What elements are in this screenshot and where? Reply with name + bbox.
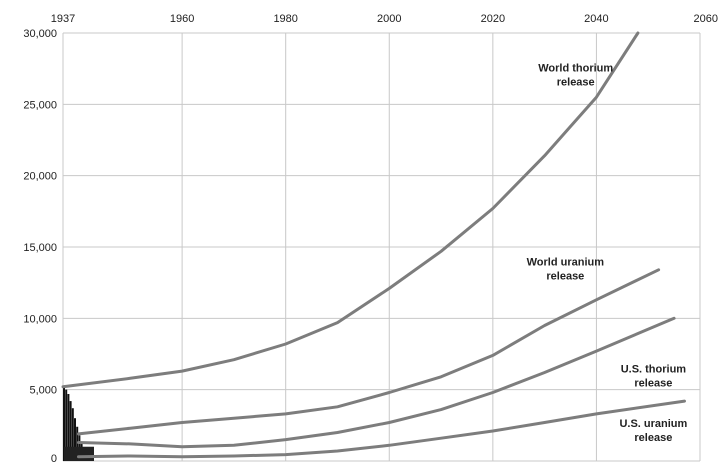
- series-label: release: [634, 432, 672, 444]
- series-lines: [61, 31, 686, 459]
- y-tick-label: 20,000: [23, 171, 57, 183]
- series-line-3: [77, 399, 686, 459]
- series-label: release: [634, 378, 672, 390]
- x-tick-label: 2020: [481, 13, 505, 25]
- early-release-spike: [63, 386, 94, 461]
- x-tick-label: 1980: [273, 13, 297, 25]
- series-line-2: [77, 316, 676, 449]
- series-annotations: World thorium release World uranium release…: [527, 63, 688, 444]
- series-label: U.S. uranium: [619, 418, 687, 430]
- x-tick-label: 1960: [170, 13, 194, 25]
- series-label: World uranium: [527, 257, 605, 269]
- spike-base: [64, 446, 94, 461]
- x-tick-label: 2000: [377, 13, 401, 25]
- series-line-1: [77, 268, 661, 436]
- y-tick-label: 10,000: [23, 313, 57, 325]
- grid: [62, 32, 701, 462]
- x-tick-labels: 1937 1960 1980 2000 2020 2040 2060: [51, 13, 718, 25]
- y-tick-label: 25,000: [23, 99, 57, 111]
- x-tick-label: 2060: [694, 13, 718, 25]
- y-tick-label: 30,000: [23, 28, 57, 40]
- series-label: release: [557, 77, 595, 89]
- x-tick-label: 1937: [51, 13, 75, 25]
- series-line-0: [61, 31, 640, 389]
- series-label: U.S. thorium: [621, 364, 687, 376]
- series-label: release: [546, 271, 584, 283]
- y-tick-label: 5,000: [29, 385, 57, 397]
- y-tick-label: 15,000: [23, 242, 57, 254]
- series-label: World thorium: [538, 63, 613, 75]
- y-tick-label: 0: [51, 453, 57, 464]
- x-tick-label: 2040: [584, 13, 608, 25]
- y-tick-labels: 0 5,000 10,000 15,000 20,000 25,000 30,000: [23, 28, 57, 464]
